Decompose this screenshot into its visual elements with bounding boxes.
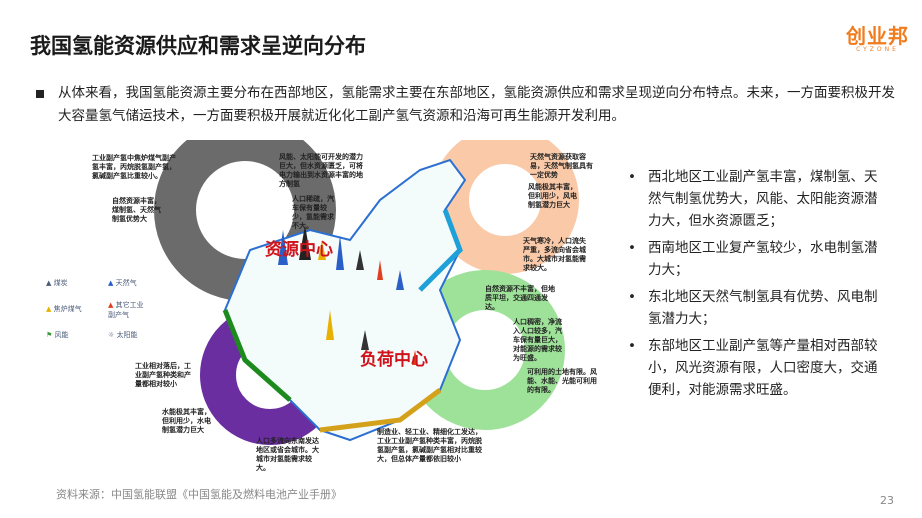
legend-other-byproduct: ▲ 其它工业副产气 [108, 301, 144, 319]
legend-coke-gas: ▲ 焦炉煤气 [46, 305, 82, 313]
map-note: 制造业、轻工业、精细化工发达，工业工业副产氢种类丰富，丙烷脱氢副产氢，氯碱副产氢… [377, 428, 482, 463]
map-note: 风能、太阳能可开发的潜力巨大，但水资源匮乏，可将电力输出到水资源丰富的地方制氢 [279, 153, 363, 188]
page-number: 23 [880, 494, 894, 507]
map-note: 工业相对落后，工业副产氢种类和产量都相对较小 [135, 362, 191, 388]
map-note: 可利用的土地有限。风能、水能、光能可利用的有限。 [527, 368, 597, 394]
flag-icon: ⚑ [46, 331, 53, 339]
legend-label: 天然气 [115, 279, 137, 287]
load-center-label: 负荷中心 [360, 350, 428, 370]
map-note: 风能极其丰富，但利用少，风电制氢潜力巨大 [528, 183, 577, 209]
list-item: 西南地区工业复产氢较少，水电制氢潜力大； [626, 237, 888, 281]
intro-text: 从体来看，我国氢能资源主要分布在西部地区，氢能需求主要在东部地区，氢能资源供应和… [58, 85, 895, 124]
legend-solar: ☼ 太阳能 [108, 330, 138, 340]
map-note: 天气寒冷，人口流失严重，多流向省会城市。大城市对氢能需求较大。 [523, 237, 586, 272]
legend-label: 风能 [54, 331, 69, 339]
map-note: 人口稀疏，汽车保有量较少，氢能需求不大。 [292, 195, 334, 230]
map-note: 人口多流向东南发达地区或省会城市。大城市对氢能需求较大。 [256, 437, 319, 472]
legend-label: 太阳能 [116, 331, 138, 339]
logo-en: CYZONE [856, 46, 899, 53]
cyzone-logo: 创业邦 CYZONE [846, 20, 909, 53]
square-bullet-icon [36, 90, 44, 98]
map-note: 自然资源不丰富，但地质平坦，交通四通发达。 [485, 285, 555, 311]
legend-wind: ⚑ 风能 [46, 330, 69, 340]
legend-label: 其它工业副产气 [108, 301, 144, 319]
resource-center-label: 资源中心 [265, 240, 333, 260]
map-note: 自然资源丰富，煤制氢、天然气制氢优势大 [112, 197, 161, 223]
source-note: 资料来源：中国氢能联盟《中国氢能及燃料电池产业手册》 [56, 488, 342, 501]
resource-spikes [278, 225, 418, 365]
key-points-list: 西北地区工业副产氢丰富，煤制氢、天然气制氢优势大，风能、太阳能资源潜力大，但水资… [626, 166, 888, 406]
map-graphic [154, 119, 579, 445]
legend-gas: ▲ 天然气 [108, 279, 137, 287]
list-item: 东部地区工业副产氢等产量相对西部较小，风光资源有限，人口密度大，交通便利，对能源… [626, 335, 888, 401]
map-note: 工业副产氢中焦炉煤气副产氢丰富，丙烷脱氢副产氢，氯碱副产氢比重较小。 [92, 154, 176, 180]
map-note: 天然气资源获取容易，天然气制氢具有一定优势 [530, 153, 593, 179]
hydrogen-map-figure: 资源中心 负荷中心 工业副产氢中焦炉煤气副产氢丰富，丙烷脱氢副产氢，氯碱副产氢比… [20, 119, 620, 480]
logo-cn: 创业邦 [846, 24, 909, 48]
legend-label: 煤炭 [53, 279, 68, 287]
map-note: 人口稠密，净流入人口较多，汽车保有量巨大，对能源的需求较为旺盛。 [513, 318, 562, 362]
map-note: 水能极其丰富，但利用少，水电制氢潜力巨大 [162, 408, 211, 434]
legend-label: 焦炉煤气 [53, 305, 82, 313]
legend-coal: ▲ 煤炭 [46, 279, 68, 287]
page-title: 我国氢能资源供应和需求呈逆向分布 [30, 34, 366, 58]
sun-icon: ☼ [108, 331, 115, 339]
list-item: 西北地区工业副产氢丰富，煤制氢、天然气制氢优势大，风能、太阳能资源潜力大，但水资… [626, 166, 888, 232]
intro-paragraph: 从体来看，我国氢能资源主要分布在西部地区，氢能需求主要在东部地区，氢能资源供应和… [36, 82, 908, 128]
list-item: 东北地区天然气制氢具有优势、风电制氢潜力大； [626, 286, 888, 330]
